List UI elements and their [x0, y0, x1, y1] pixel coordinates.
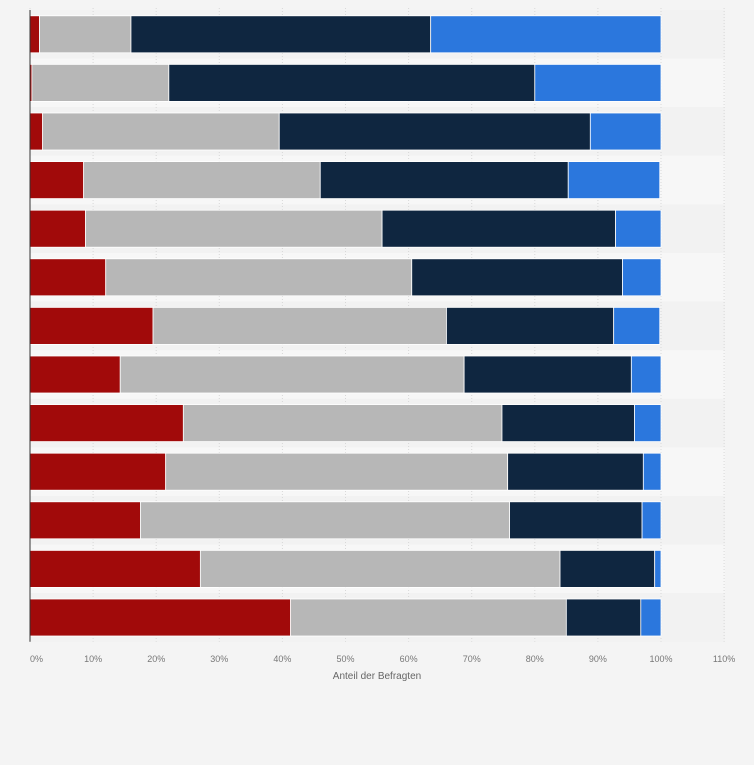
bar-segment [278, 112, 591, 151]
bar-segment [654, 550, 662, 588]
x-tick-label: 30% [210, 654, 228, 664]
x-tick-label: 100% [649, 654, 672, 664]
bar-segment [446, 306, 615, 345]
bar-segment [140, 501, 510, 540]
bar-segment [589, 112, 662, 151]
bar-segment [565, 598, 642, 637]
bar-segment [29, 209, 86, 248]
bar-segment [641, 501, 662, 540]
bar-segment [615, 209, 662, 248]
bar-segment [463, 355, 632, 394]
x-tick-labels: 0% 10% 20% 30% 40% 50% 60% 70% 80% 90% 100% 110% [30, 654, 735, 664]
bar-segment [642, 452, 662, 491]
bar-segment [182, 404, 503, 443]
x-tick-label: 0% [30, 654, 43, 664]
bar-segment [119, 355, 465, 394]
bar-segment [534, 64, 662, 102]
bar-segment [559, 550, 656, 588]
x-tick-label: 40% [273, 654, 291, 664]
bar-segment [501, 404, 635, 443]
bar-segment [29, 452, 167, 491]
bar-segment [29, 161, 85, 200]
bar-segment [29, 550, 201, 588]
bar-segment [634, 404, 662, 443]
bar-segment [29, 258, 107, 297]
bar-segment [613, 306, 661, 345]
bar-segment [622, 258, 662, 297]
bar-segment [430, 15, 662, 54]
bar-segment [39, 15, 132, 54]
x-axis-label: Anteil der Befragten [333, 671, 421, 682]
x-tick-label: 70% [463, 654, 481, 664]
bar-segment [630, 355, 662, 394]
bar-segment [381, 209, 616, 248]
bar-segment [29, 306, 154, 345]
bar-segment [165, 452, 509, 491]
bar-segment [85, 209, 383, 248]
bar-segment [152, 306, 447, 345]
bar-segment [507, 452, 644, 491]
x-tick-label: 10% [84, 654, 102, 664]
bar-segment [105, 258, 413, 297]
x-tick-label: 80% [526, 654, 544, 664]
bar-segment [31, 64, 170, 102]
bar-segment [130, 15, 432, 54]
x-tick-label: 60% [400, 654, 418, 664]
x-tick-label: 20% [147, 654, 165, 664]
x-tick-label: 50% [336, 654, 354, 664]
bar-segment [42, 112, 280, 151]
bar-segment [29, 598, 292, 637]
bars [29, 15, 662, 637]
bar-segment [29, 15, 40, 54]
bar-segment [411, 258, 623, 297]
bar-segment [290, 598, 567, 637]
bar-segment [29, 355, 121, 394]
bar-segment [168, 64, 536, 102]
bar-segment [29, 404, 184, 443]
bar-segment [567, 161, 661, 200]
bar-segment [29, 501, 141, 540]
bar-segment [640, 598, 662, 637]
bar-segment [319, 161, 569, 200]
bar-segment [199, 550, 561, 588]
x-tick-label: 90% [589, 654, 607, 664]
bar-segment [83, 161, 321, 200]
bar-segment [29, 112, 44, 151]
bar-segment [509, 501, 643, 540]
x-tick-label: 110% [713, 654, 735, 664]
